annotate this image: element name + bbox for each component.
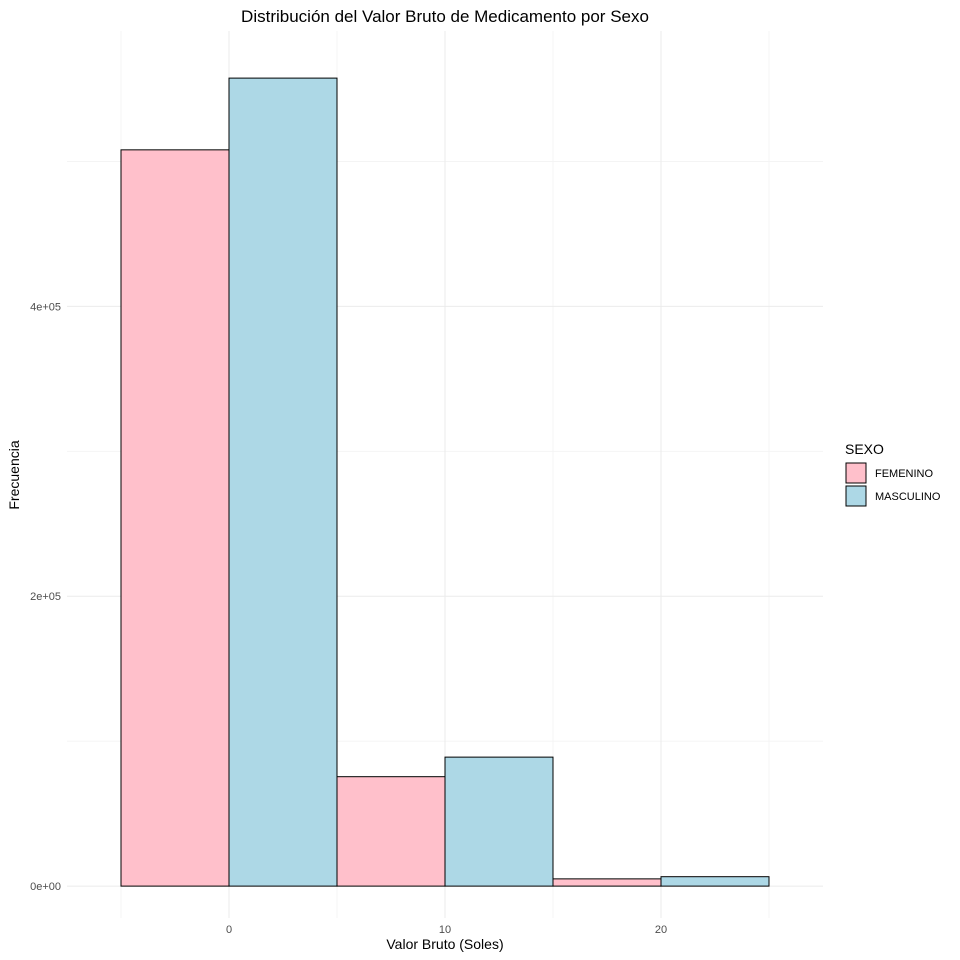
legend-key-femenino: [845, 462, 867, 484]
bar-masculino: [444, 756, 554, 887]
bar-masculino: [660, 876, 770, 887]
y-axis-title: Frecuencia: [6, 440, 22, 509]
legend-key-masculino: [845, 485, 867, 507]
bar-femenino: [336, 776, 446, 887]
bars: [120, 77, 770, 887]
x-tick-label: 10: [439, 924, 451, 936]
y-tick-labels: 0e+00 2e+05 4e+05: [30, 301, 61, 893]
x-tick-label: 0: [226, 924, 232, 936]
bar-masculino: [228, 77, 338, 887]
legend-label-masculino: MASCULINO: [875, 491, 941, 503]
legend-label-femenino: FEMENINO: [875, 468, 934, 480]
legend-title: SEXO: [845, 441, 884, 457]
y-tick-label: 0e+00: [30, 881, 61, 893]
y-tick-label: 2e+05: [30, 591, 61, 603]
y-tick-label: 4e+05: [30, 301, 61, 313]
x-axis-title: Valor Bruto (Soles): [386, 936, 503, 952]
bar-femenino: [552, 878, 662, 887]
x-tick-labels: 0 10 20: [226, 924, 667, 936]
bar-femenino: [120, 149, 230, 887]
legend: SEXO FEMENINO MASCULINO: [845, 441, 941, 507]
chart-title: Distribución del Valor Bruto de Medicame…: [241, 7, 649, 26]
x-tick-label: 20: [655, 924, 667, 936]
